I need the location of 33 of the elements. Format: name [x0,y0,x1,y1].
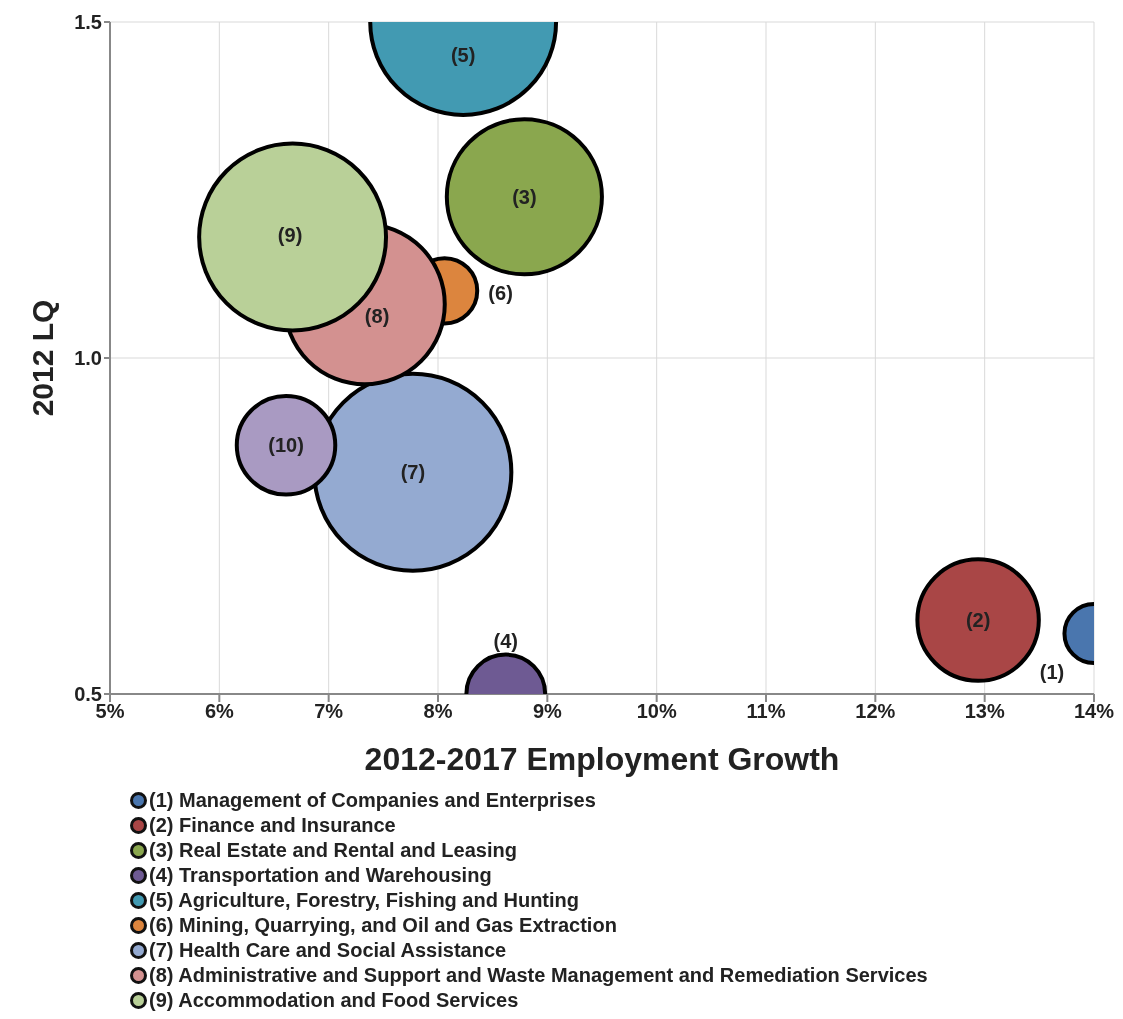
legend-label: (2) Finance and Insurance [149,813,396,838]
annotation: (9) [277,223,303,246]
x-tick-label: 13% [964,700,1005,723]
x-tick-label: 10% [636,700,677,723]
x-tick-label: 11% [746,700,786,723]
legend-label: (5) Agriculture, Forestry, Fishing and Hunting [149,888,580,913]
annotation: (5) [450,44,476,66]
annotation: (7) [400,461,426,484]
annotation: (8) [364,304,390,327]
x-tick-label: 7% [314,700,344,723]
legend-label: (7) Health Care and Social Assistance [149,938,507,963]
legend-label: (4) Transportation and Warehousing [149,863,492,888]
x-tick-label: 6% [204,700,234,723]
x-tick-label: 8% [423,700,453,723]
annotation: (10) [268,434,304,457]
x-tick-label: 5% [95,700,125,723]
y-axis-title: 2012 LQ [25,299,59,417]
y-tick-label: 1.0 [74,347,102,370]
legend-label: (9) Accommodation and Food Services [149,988,519,1013]
x-tick-label: 9% [532,700,562,723]
legend-label: (6) Mining, Quarrying, and Oil and Gas Extraction [149,913,617,938]
y-tick-label: 1.5 [74,11,102,34]
x-tick-label: 12% [855,700,896,723]
annotation: (4) [493,629,519,652]
legend-label: (3) Real Estate and Rental and Leasing [149,838,517,863]
annotation: (2) [965,609,991,632]
legend-label: (1) Management of Companies and Enterprises [149,788,596,813]
x-tick-label: 14% [1073,700,1115,723]
annotation: (6) [488,282,513,305]
annotation: (3) [512,185,537,208]
legend-label: (8) Administrative and Support and Waste Management and Remediation Services [149,963,928,988]
annotation: (1) [1039,660,1065,683]
x-axis-title: 2012-2017 Employment Growth [364,741,840,777]
